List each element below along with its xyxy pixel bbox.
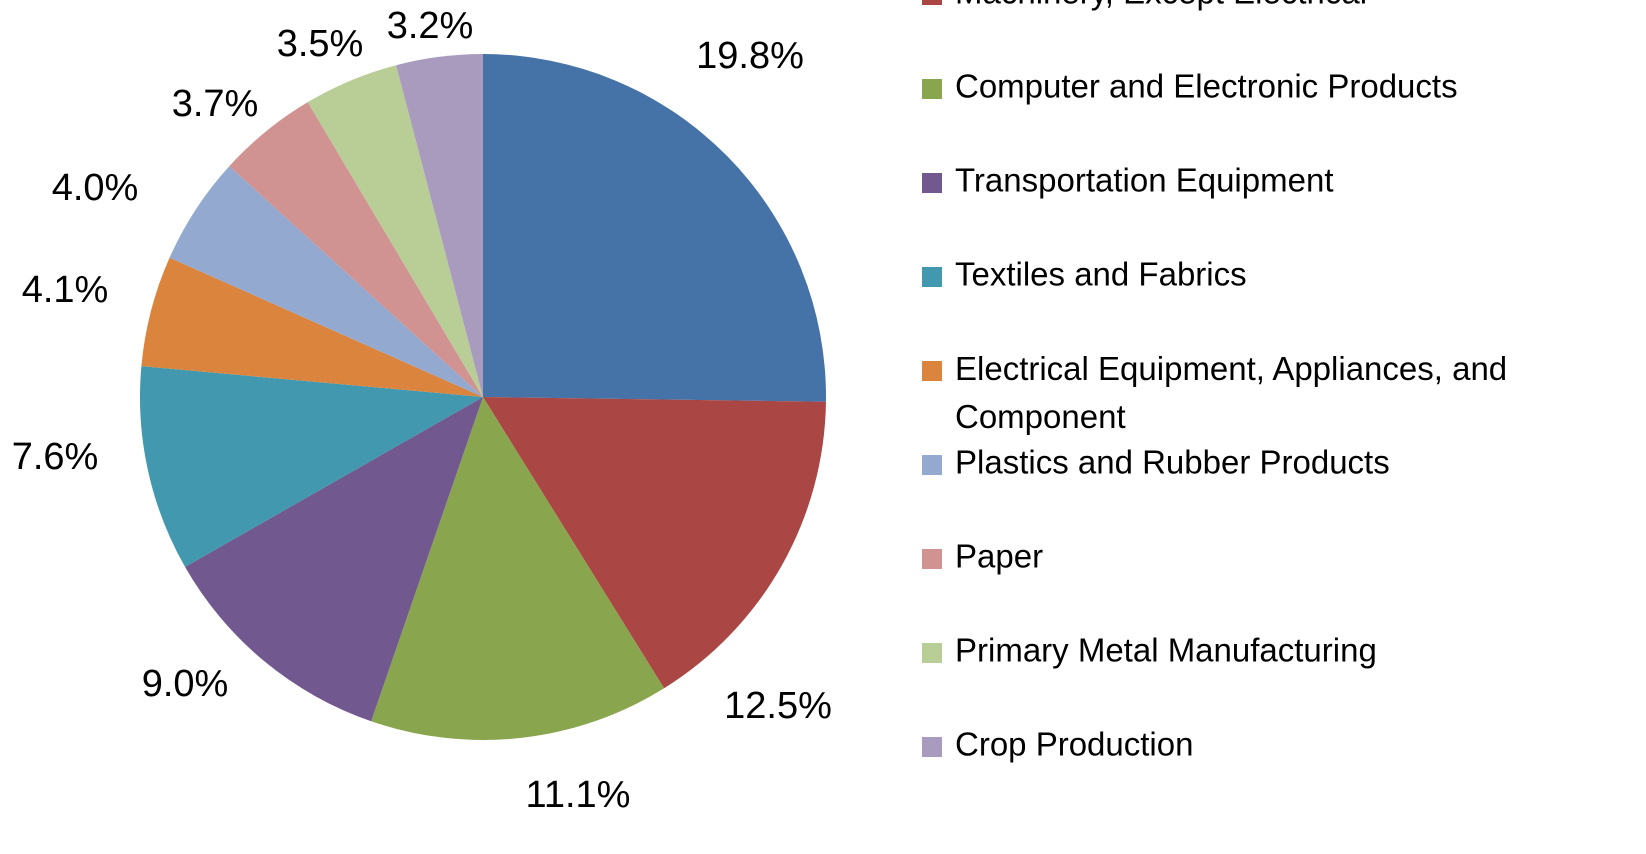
legend-label: Machinery, Except Electrical [955,0,1367,11]
legend-label: Computer and Electronic Products [955,68,1458,105]
pie-slice [229,102,483,398]
pie-slice [307,65,483,397]
pie-slice [139,366,483,567]
legend-swatch [922,79,942,99]
legend-swatch [922,267,942,287]
legend-label: Primary Metal Manufacturing [955,632,1377,669]
data-label: 3.7% [172,83,259,125]
pie-slice [141,257,483,397]
legend-label: Plastics and Rubber Products [955,444,1390,481]
legend-swatch [922,173,942,193]
pie-slice [371,397,665,740]
legend-swatch [922,455,942,475]
legend-label: Crop Production [955,726,1193,763]
legend-swatch [922,643,942,663]
data-label: 11.1% [526,774,631,816]
pie-slice [396,54,483,397]
pie-slice [483,54,826,402]
legend-swatch [922,361,942,381]
data-label: 3.5% [277,23,364,65]
legend-label: Textiles and Fabrics [955,256,1247,293]
legend-swatch [922,737,942,757]
data-label: 7.6% [12,436,99,478]
data-label: 4.0% [52,167,139,209]
data-label: 12.5% [724,685,832,727]
data-label: 19.8% [696,35,804,77]
legend-label: Transportation Equipment [955,162,1334,199]
legend-label: Paper [955,538,1043,575]
legend-swatch [922,549,942,569]
legend-swatch [922,0,942,5]
data-label: 3.2% [387,5,474,47]
pie-slice [185,397,483,722]
data-label: 9.0% [142,663,229,705]
pie-slice [169,166,484,397]
pie-slice [483,397,826,689]
data-label: 4.1% [22,269,109,311]
legend-label: Electrical Equipment, Appliances, and Co… [955,350,1516,435]
